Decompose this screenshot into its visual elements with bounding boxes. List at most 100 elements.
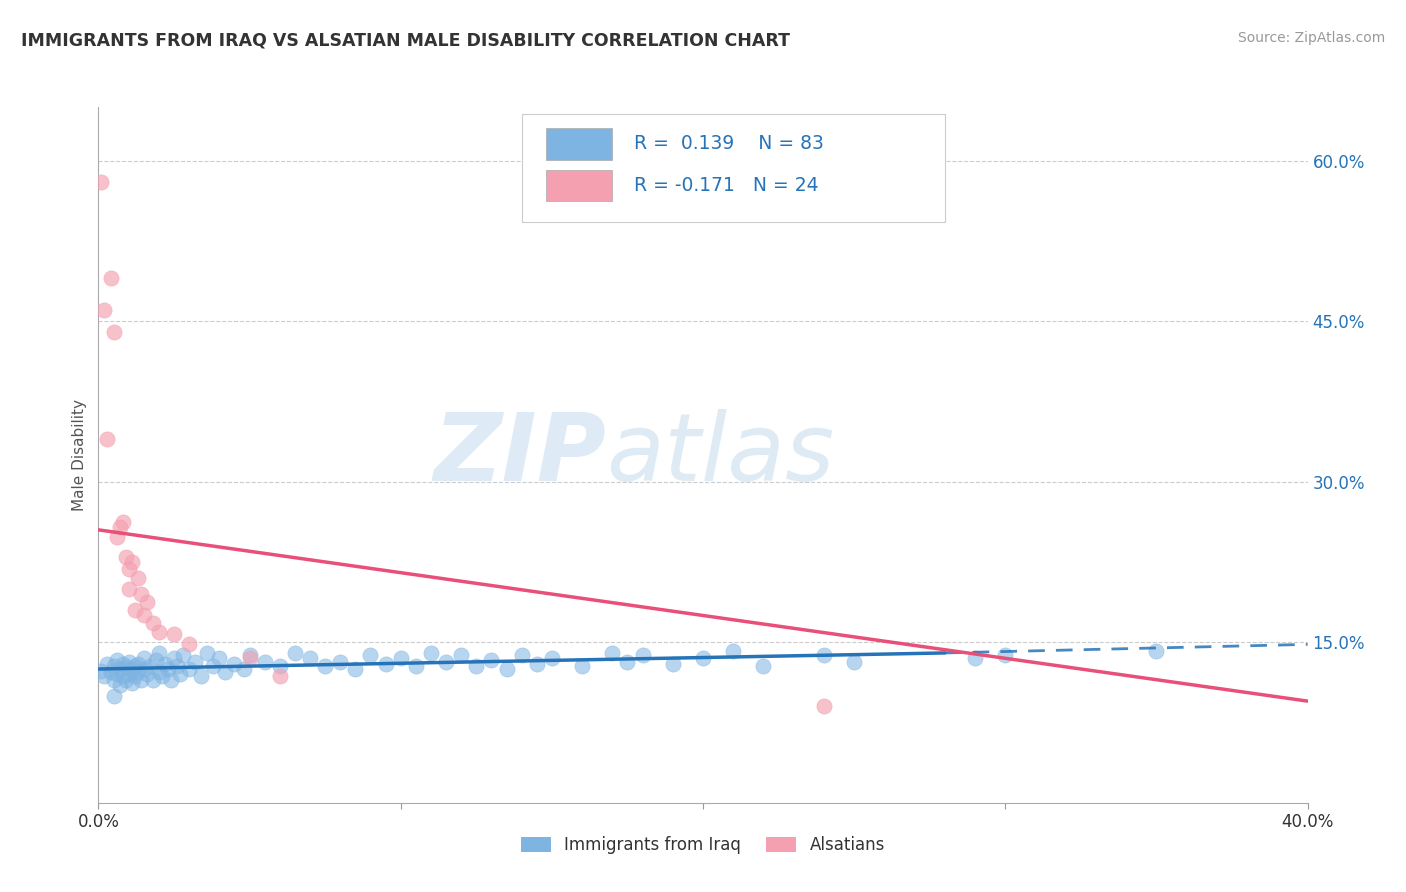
Point bbox=[150, 669, 173, 683]
Point bbox=[132, 651, 155, 665]
Point bbox=[284, 646, 307, 660]
Point bbox=[510, 648, 533, 662]
Point bbox=[179, 662, 201, 676]
Text: atlas: atlas bbox=[606, 409, 835, 500]
Point bbox=[420, 646, 443, 660]
Point bbox=[105, 653, 128, 667]
Point bbox=[239, 651, 262, 665]
Point bbox=[253, 655, 276, 669]
Point bbox=[103, 325, 125, 339]
Point bbox=[114, 673, 136, 687]
Text: IMMIGRANTS FROM IRAQ VS ALSATIAN MALE DISABILITY CORRELATION CHART: IMMIGRANTS FROM IRAQ VS ALSATIAN MALE DI… bbox=[21, 31, 790, 49]
Point bbox=[124, 658, 146, 673]
Point bbox=[214, 665, 236, 680]
Point bbox=[108, 678, 131, 692]
Text: ZIP: ZIP bbox=[433, 409, 606, 501]
Point bbox=[111, 669, 134, 683]
Point bbox=[118, 667, 141, 681]
Point bbox=[844, 655, 866, 669]
Point bbox=[160, 673, 183, 687]
Point bbox=[329, 655, 352, 669]
Point bbox=[90, 664, 112, 678]
Point bbox=[129, 587, 152, 601]
Point bbox=[108, 519, 131, 533]
Point bbox=[111, 516, 134, 530]
Point bbox=[360, 648, 382, 662]
Point bbox=[156, 662, 179, 676]
Point bbox=[90, 175, 112, 189]
Point bbox=[450, 648, 472, 662]
Point bbox=[723, 644, 745, 658]
Point bbox=[389, 651, 412, 665]
Point bbox=[142, 673, 165, 687]
Point bbox=[121, 555, 143, 569]
Point bbox=[269, 658, 291, 673]
Point bbox=[111, 657, 134, 671]
Point bbox=[148, 665, 170, 680]
Text: Source: ZipAtlas.com: Source: ZipAtlas.com bbox=[1237, 31, 1385, 45]
Point bbox=[526, 657, 548, 671]
Point bbox=[129, 673, 152, 687]
Point bbox=[148, 624, 170, 639]
Point bbox=[135, 594, 157, 608]
Point bbox=[239, 648, 262, 662]
Point bbox=[103, 673, 125, 687]
Point bbox=[299, 651, 322, 665]
Point bbox=[145, 653, 167, 667]
Point bbox=[405, 658, 427, 673]
Point bbox=[602, 646, 624, 660]
Point bbox=[813, 699, 835, 714]
Point bbox=[132, 608, 155, 623]
Point bbox=[100, 271, 122, 285]
Point bbox=[813, 648, 835, 662]
Point bbox=[100, 665, 122, 680]
Point bbox=[631, 648, 654, 662]
Point bbox=[172, 648, 194, 662]
Point bbox=[118, 655, 141, 669]
Point bbox=[1144, 644, 1167, 658]
Point bbox=[374, 657, 396, 671]
Point bbox=[269, 669, 291, 683]
Point bbox=[108, 662, 131, 676]
Point bbox=[166, 658, 188, 673]
Point bbox=[224, 657, 246, 671]
Point bbox=[184, 655, 207, 669]
Point bbox=[142, 615, 165, 630]
Point bbox=[105, 530, 128, 544]
Point bbox=[121, 676, 143, 690]
Y-axis label: Male Disability: Male Disability bbox=[72, 399, 87, 511]
Point bbox=[114, 660, 136, 674]
Point bbox=[571, 658, 593, 673]
Point bbox=[434, 655, 457, 669]
Point bbox=[118, 582, 141, 596]
Point bbox=[179, 637, 201, 651]
Point bbox=[118, 562, 141, 576]
Point bbox=[195, 646, 218, 660]
Point bbox=[752, 658, 775, 673]
Point bbox=[344, 662, 367, 676]
Point bbox=[616, 655, 638, 669]
Point bbox=[139, 658, 162, 673]
Point bbox=[994, 648, 1017, 662]
FancyBboxPatch shape bbox=[546, 170, 613, 202]
Point bbox=[127, 571, 149, 585]
Point bbox=[153, 657, 176, 671]
Point bbox=[127, 657, 149, 671]
Point bbox=[965, 651, 987, 665]
Point bbox=[114, 549, 136, 564]
Point bbox=[163, 626, 186, 640]
Text: R =  0.139    N = 83: R = 0.139 N = 83 bbox=[634, 135, 824, 153]
Point bbox=[124, 603, 146, 617]
Point bbox=[124, 669, 146, 683]
Point bbox=[540, 651, 562, 665]
Point bbox=[96, 432, 118, 446]
Point bbox=[495, 662, 517, 676]
Point bbox=[190, 669, 212, 683]
Point bbox=[314, 658, 336, 673]
Point bbox=[121, 662, 143, 676]
Point bbox=[148, 646, 170, 660]
Point bbox=[127, 665, 149, 680]
Point bbox=[208, 651, 231, 665]
Point bbox=[481, 653, 503, 667]
Point bbox=[93, 669, 115, 683]
